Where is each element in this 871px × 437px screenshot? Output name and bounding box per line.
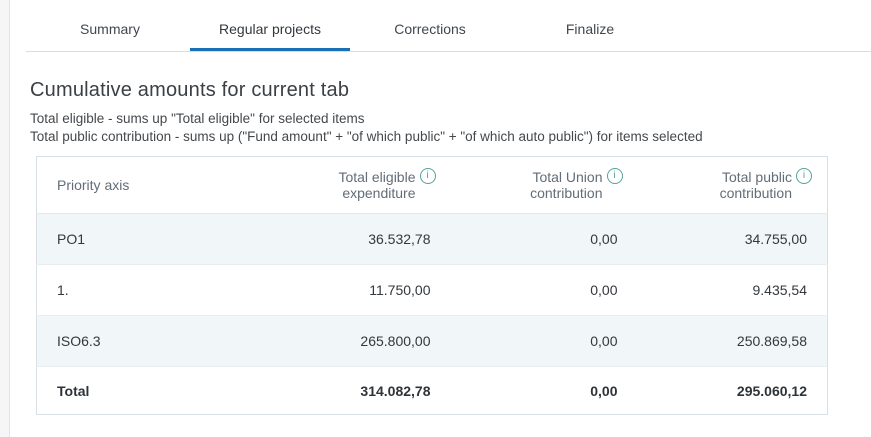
column-header-label: Total eligible expenditure	[338, 169, 416, 201]
tab-finalize[interactable]: Finalize	[565, 21, 615, 37]
cell-total-label: Total	[36, 366, 237, 415]
note-total-eligible: Total eligible - sums up "Total eligible…	[30, 111, 365, 126]
panel-left-border	[0, 0, 10, 437]
table-row: PO1 36.532,78 0,00 34.755,00	[36, 213, 828, 265]
cell-priority-axis: PO1	[36, 213, 237, 265]
table-total-row: Total 314.082,78 0,00 295.060,12	[36, 366, 828, 415]
main-panel: Summary Regular projects Corrections Fin…	[10, 0, 871, 437]
cell-total-public: 9.435,54	[637, 264, 828, 316]
column-header-total-eligible: Total eligible expenditure i	[236, 156, 451, 214]
column-header-total-union: Total Union contribution i	[450, 156, 638, 214]
cell-total-eligible: 36.532,78	[236, 213, 451, 265]
cell-total-eligible: 265.800,00	[236, 315, 451, 367]
cell-total-union: 0,00	[450, 213, 638, 265]
cell-total-union: 0,00	[450, 264, 638, 316]
info-icon[interactable]: i	[419, 168, 436, 184]
column-header-priority-axis: Priority axis	[36, 156, 237, 214]
note-total-public: Total public contribution - sums up ("Fu…	[30, 128, 703, 144]
cell-total-eligible: 314.082,78	[236, 366, 451, 415]
page-title: Cumulative amounts for current tab	[30, 79, 350, 101]
cell-priority-axis: 1.	[36, 264, 237, 316]
column-header-label: Total public contribution	[719, 169, 792, 201]
tab-regular-projects[interactable]: Regular projects	[190, 10, 350, 51]
cumulative-amounts-table: Priority axis Total eligible expenditure…	[36, 156, 828, 415]
info-icon[interactable]: i	[796, 168, 812, 184]
table-row: 1. 11.750,00 0,00 9.435,54	[36, 264, 828, 316]
cell-total-public: 250.869,58	[637, 315, 828, 367]
cell-total-union: 0,00	[450, 315, 638, 367]
cell-total-union: 0,00	[450, 366, 638, 415]
cell-total-public: 34.755,00	[637, 213, 828, 265]
cell-total-public: 295.060,12	[637, 366, 828, 415]
notes: Total eligible - sums up "Total eligible…	[30, 110, 871, 145]
column-header-total-public: Total public contribution i	[637, 156, 828, 214]
tab-bar: Summary Regular projects Corrections Fin…	[26, 10, 871, 52]
info-icon[interactable]: i	[606, 168, 623, 184]
cell-total-eligible: 11.750,00	[236, 264, 451, 316]
tab-summary[interactable]: Summary	[80, 21, 140, 37]
table-header-row: Priority axis Total eligible expenditure…	[36, 156, 828, 214]
table-row: ISO6.3 265.800,00 0,00 250.869,58	[36, 315, 828, 367]
tab-corrections[interactable]: Corrections	[394, 21, 466, 37]
cell-priority-axis: ISO6.3	[36, 315, 237, 367]
column-header-label: Total Union contribution	[530, 169, 603, 201]
